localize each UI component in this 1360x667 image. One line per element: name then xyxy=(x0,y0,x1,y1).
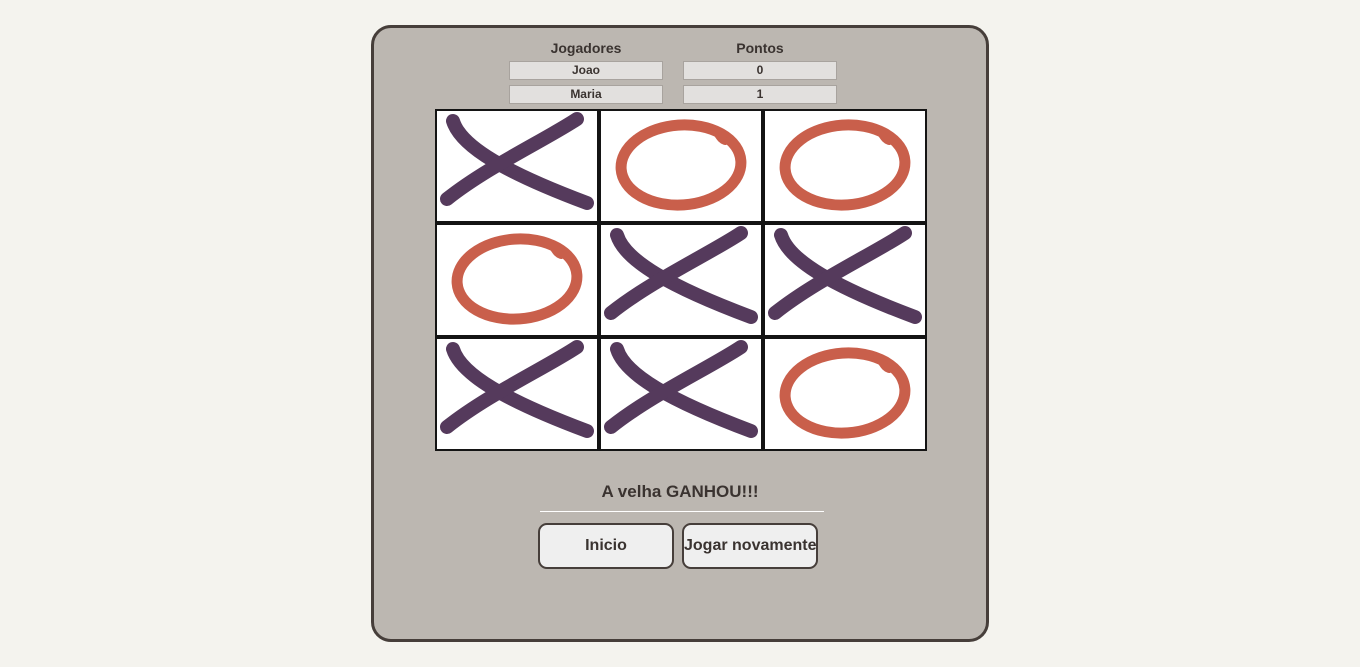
board-cell-3-1[interactable] xyxy=(437,339,597,449)
x-mark-icon xyxy=(440,112,594,210)
game-status-message: A velha GANHOU!!! xyxy=(601,482,759,501)
player-name-2: Maria xyxy=(509,85,663,104)
game-board xyxy=(435,109,927,451)
home-button[interactable]: Inicio xyxy=(538,523,674,569)
board-cell-2-2[interactable] xyxy=(601,225,761,335)
o-mark-icon xyxy=(779,347,911,439)
board-cell-1-1[interactable] xyxy=(437,111,597,221)
x-mark-icon xyxy=(604,226,758,324)
o-mark-icon xyxy=(615,119,747,211)
x-mark-icon xyxy=(440,340,594,438)
divider xyxy=(540,511,824,512)
board-cell-1-2[interactable] xyxy=(601,111,761,221)
o-mark-icon xyxy=(451,233,583,325)
game-panel: Jogadores Pontos Joao 0 Maria 1 A velha … xyxy=(371,25,989,642)
board-cell-2-3[interactable] xyxy=(765,225,925,335)
player-points-2: 1 xyxy=(683,85,837,104)
board-cell-1-3[interactable] xyxy=(765,111,925,221)
play-again-button[interactable]: Jogar novamente xyxy=(682,523,818,569)
board-cell-3-2[interactable] xyxy=(601,339,761,449)
points-header: Pontos xyxy=(736,40,784,56)
x-mark-icon xyxy=(768,226,922,324)
player-name-1: Joao xyxy=(509,61,663,80)
player-points-1: 0 xyxy=(683,61,837,80)
x-mark-icon xyxy=(604,340,758,438)
board-cell-3-3[interactable] xyxy=(765,339,925,449)
o-mark-icon xyxy=(779,119,911,211)
players-header: Jogadores xyxy=(550,40,622,56)
board-cell-2-1[interactable] xyxy=(437,225,597,335)
